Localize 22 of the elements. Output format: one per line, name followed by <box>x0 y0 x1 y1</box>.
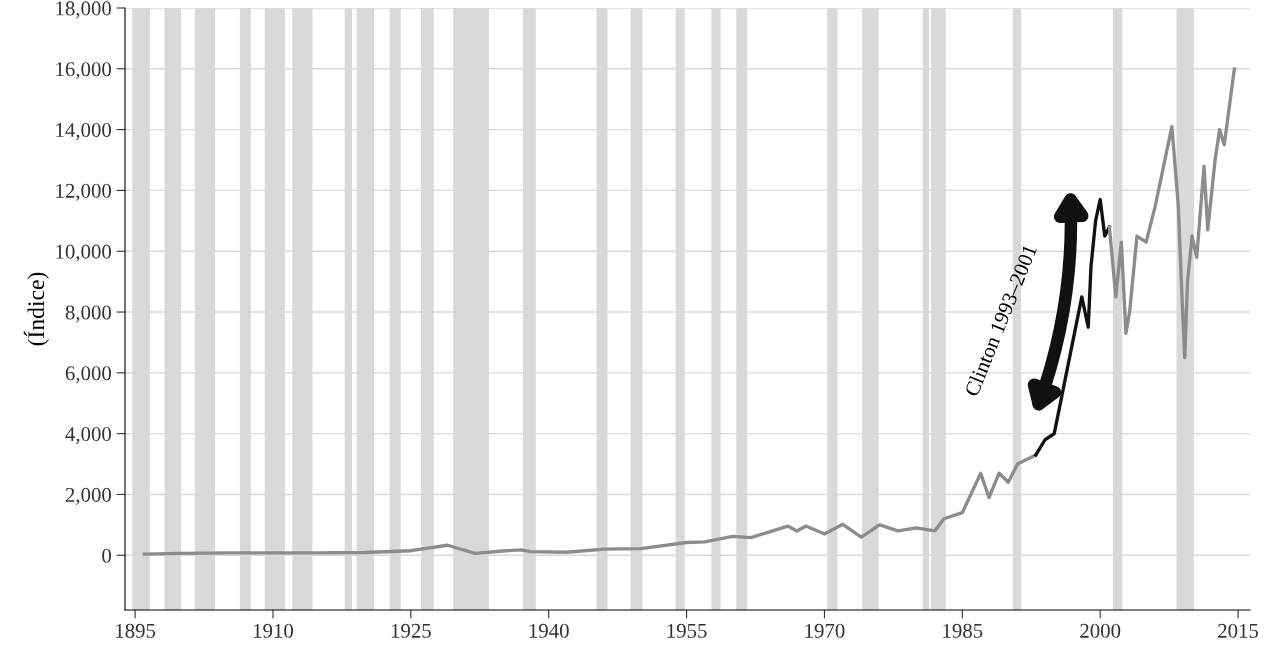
y-tick-label: 18,000 <box>56 1 112 19</box>
x-tick-label: 1970 <box>805 623 845 638</box>
line-series <box>142 453 1038 556</box>
x-tick-label: 1925 <box>391 623 431 638</box>
line-series <box>1107 67 1237 360</box>
y-tick-label: 16,000 <box>56 62 112 80</box>
x-tick-label: 1895 <box>116 623 156 638</box>
x-tick-label: 2015 <box>1218 623 1259 638</box>
x-tick-label: 1910 <box>253 623 294 638</box>
x-tick-label: 1940 <box>529 623 569 638</box>
x-tick-label: 1985 <box>943 623 983 638</box>
y-tick-label: 6,000 <box>65 366 112 384</box>
x-tick-label: 2000 <box>1080 623 1121 638</box>
y-tick-label: 14,000 <box>56 122 112 141</box>
y-tick-label: 10,000 <box>56 244 112 262</box>
y-tick-label: 0 <box>102 548 112 563</box>
y-tick-label: 8,000 <box>65 305 112 323</box>
y-tick-label: 4,000 <box>65 427 112 445</box>
y-axis-title: (Índice) <box>23 272 49 346</box>
y-tick-label: 2,000 <box>65 487 112 505</box>
y-tick-label: 12,000 <box>56 183 112 201</box>
x-tick-label: 1955 <box>667 623 707 638</box>
